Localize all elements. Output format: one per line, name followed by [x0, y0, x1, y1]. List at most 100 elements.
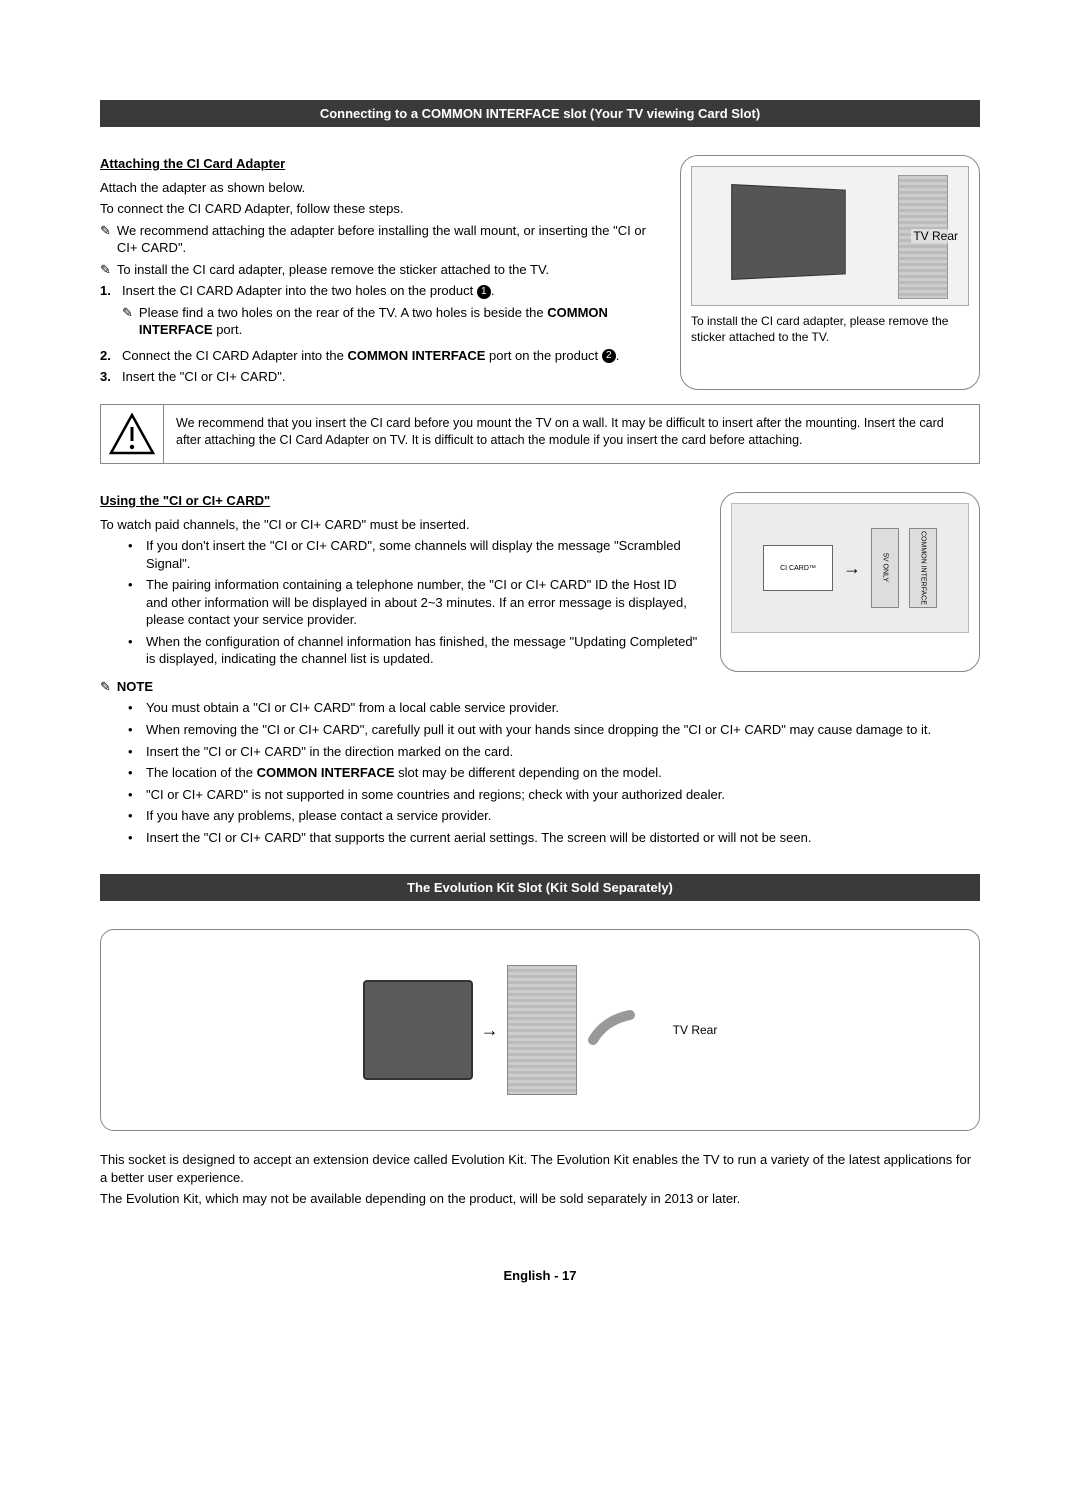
bullet-text: When the configuration of channel inform… [146, 633, 700, 668]
step-3: 3. Insert the "CI or CI+ CARD". [100, 368, 660, 386]
step-number: 2. [100, 347, 122, 365]
bullet-item: •Insert the "CI or CI+ CARD" that suppor… [128, 829, 980, 847]
bullet-item: •When removing the "CI or CI+ CARD", car… [128, 721, 980, 739]
row-using-card: Using the "CI or CI+ CARD" To watch paid… [100, 492, 980, 672]
bullet-dot: • [128, 743, 146, 761]
step2-c: . [616, 348, 620, 363]
left-column-2: Using the "CI or CI+ CARD" To watch paid… [100, 492, 700, 672]
bullet-item: •If you have any problems, please contac… [128, 807, 980, 825]
note-bullets: •You must obtain a "CI or CI+ CARD" from… [128, 699, 980, 846]
curve-arrow-icon [585, 1010, 635, 1050]
bullet-dot: • [128, 537, 146, 572]
callout-2: 2 [602, 349, 616, 363]
arrow-icon: → [843, 558, 861, 579]
step1-sub-note: ✎ Please find a two holes on the rear of… [122, 304, 660, 339]
figure-2: CI CARD™ → 5V ONLY COMMON INTERFACE [720, 492, 980, 672]
warning-text: We recommend that you insert the CI card… [164, 405, 979, 463]
bullet-item: •You must obtain a "CI or CI+ CARD" from… [128, 699, 980, 717]
bullet-item: •"CI or CI+ CARD" is not supported in so… [128, 786, 980, 804]
bullet-text: If you have any problems, please contact… [146, 807, 491, 825]
page-footer: English - 17 [100, 1268, 980, 1283]
step3-body: Insert the "CI or CI+ CARD". [122, 368, 660, 386]
bullet-text: "CI or CI+ CARD" is not supported in som… [146, 786, 725, 804]
note-text-1: We recommend attaching the adapter befor… [117, 222, 660, 257]
bullet-dot: • [128, 807, 146, 825]
bullet-item: •If you don't insert the "CI or CI+ CARD… [128, 537, 700, 572]
arrow-icon: → [481, 1020, 499, 1041]
note-sticker: ✎ To install the CI card adapter, please… [100, 261, 660, 279]
step1-note-text: Please find a two holes on the rear of t… [139, 304, 660, 339]
subheading-attach: Attaching the CI Card Adapter [100, 155, 660, 173]
nb4-b: slot may be different depending on the m… [395, 765, 662, 780]
note-label: NOTE [117, 678, 153, 696]
figure-1: TV Rear To install the CI card adapter, … [680, 155, 980, 390]
note-icon: ✎ [100, 222, 111, 240]
bullet-text: You must obtain a "CI or CI+ CARD" from … [146, 699, 559, 717]
bullet-dot: • [128, 764, 146, 782]
note-recommend: ✎ We recommend attaching the adapter bef… [100, 222, 660, 257]
figure-1-caption: To install the CI card adapter, please r… [691, 314, 969, 345]
note-text-2: To install the CI card adapter, please r… [117, 261, 549, 279]
note-heading: ✎ NOTE [100, 678, 980, 696]
step-body: Insert the CI CARD Adapter into the two … [122, 282, 660, 343]
tv-rear-illustration [731, 184, 846, 280]
slot-common-interface: COMMON INTERFACE [909, 528, 937, 608]
evo-inner: → TV Rear [320, 950, 760, 1110]
step2-a: Connect the CI CARD Adapter into the [122, 348, 347, 363]
ci-card-illustration: CI CARD™ [763, 545, 833, 591]
figure-1-image: TV Rear [691, 166, 969, 306]
bullet-text: The location of the COMMON INTERFACE slo… [146, 764, 662, 782]
bullet-text: Insert the "CI or CI+ CARD" that support… [146, 829, 811, 847]
bullet-dot: • [128, 721, 146, 739]
using-intro: To watch paid channels, the "CI or CI+ C… [100, 516, 700, 534]
bullet-dot: • [128, 633, 146, 668]
step-2: 2. Connect the CI CARD Adapter into the … [100, 347, 660, 365]
evo-para-2: The Evolution Kit, which may not be avai… [100, 1190, 980, 1208]
figure-evolution-kit: → TV Rear [100, 929, 980, 1131]
section-header-1: Connecting to a COMMON INTERFACE slot (Y… [100, 100, 980, 127]
evo-para-1: This socket is designed to accept an ext… [100, 1151, 980, 1186]
using-bullets: •If you don't insert the "CI or CI+ CARD… [128, 537, 700, 668]
bullet-text: The pairing information containing a tel… [146, 576, 700, 629]
step2-b: port on the product [485, 348, 601, 363]
nb4-bold: COMMON INTERFACE [257, 765, 395, 780]
warning-icon [101, 405, 164, 463]
step-number: 3. [100, 368, 122, 386]
bullet-text: If you don't insert the "CI or CI+ CARD"… [146, 537, 700, 572]
bullet-dot: • [128, 829, 146, 847]
bullet-item: • The location of the COMMON INTERFACE s… [128, 764, 980, 782]
text-attach-2: To connect the CI CARD Adapter, follow t… [100, 200, 660, 218]
step-number: 1. [100, 282, 122, 343]
note-icon: ✎ [100, 678, 111, 696]
step1-note-a: Please find a two holes on the rear of t… [139, 305, 547, 320]
bullet-text: Insert the "CI or CI+ CARD" in the direc… [146, 743, 513, 761]
subheading-using: Using the "CI or CI+ CARD" [100, 492, 700, 510]
section-header-2: The Evolution Kit Slot (Kit Sold Separat… [100, 874, 980, 901]
step1-text-a: Insert the CI CARD Adapter into the two … [122, 283, 477, 298]
bullet-dot: • [128, 786, 146, 804]
bullet-item: •Insert the "CI or CI+ CARD" in the dire… [128, 743, 980, 761]
nb4-a: The location of the [146, 765, 257, 780]
bullet-text: When removing the "CI or CI+ CARD", care… [146, 721, 931, 739]
step1-text-b: . [491, 283, 495, 298]
evo-label: TV Rear [673, 1023, 718, 1037]
bullet-item: •The pairing information containing a te… [128, 576, 700, 629]
step2-bold: COMMON INTERFACE [347, 348, 485, 363]
left-column: Attaching the CI Card Adapter Attach the… [100, 155, 660, 390]
slot-label-1: 5V ONLY [882, 553, 889, 582]
bullet-dot: • [128, 576, 146, 629]
text-attach-1: Attach the adapter as shown below. [100, 179, 660, 197]
figure-1-label: TV Rear [911, 229, 960, 243]
slot-5v: 5V ONLY [871, 528, 899, 608]
bullet-item: •When the configuration of channel infor… [128, 633, 700, 668]
evo-panel-illustration [507, 965, 577, 1095]
step-1: 1. Insert the CI CARD Adapter into the t… [100, 282, 660, 343]
note-icon: ✎ [100, 261, 111, 279]
row-attach-adapter: Attaching the CI Card Adapter Attach the… [100, 155, 980, 390]
warning-box: We recommend that you insert the CI card… [100, 404, 980, 464]
evo-device-illustration [363, 980, 473, 1080]
slot-label-2: COMMON INTERFACE [920, 531, 927, 605]
step2-body: Connect the CI CARD Adapter into the COM… [122, 347, 660, 365]
step1-note-b: port. [213, 322, 243, 337]
figure-2-image: CI CARD™ → 5V ONLY COMMON INTERFACE [731, 503, 969, 633]
